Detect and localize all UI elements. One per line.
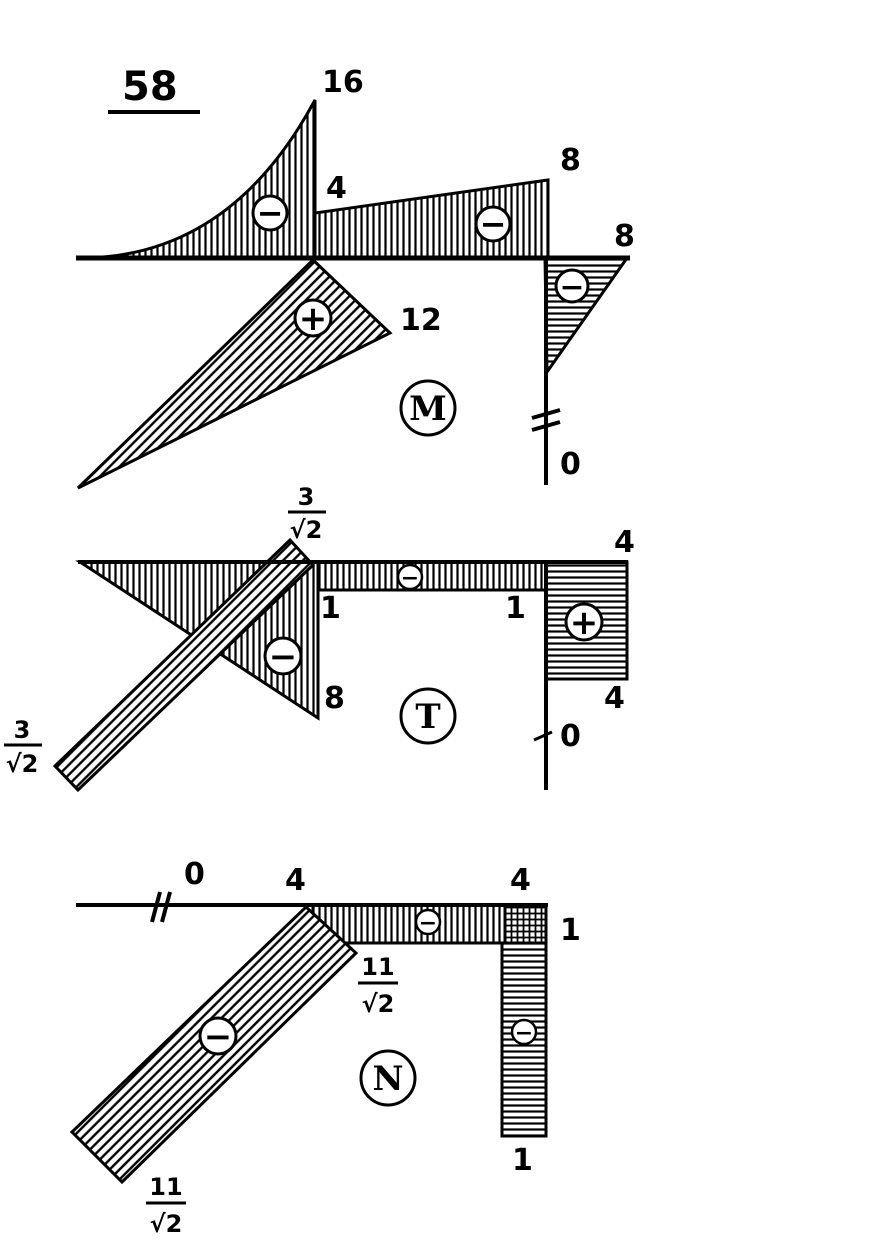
svg-text:√2: √2 xyxy=(362,990,395,1018)
diagram-n: − − − 0 4 4 1 1 11 √2 11 √2 N xyxy=(69,857,581,1238)
t-diagonal-band xyxy=(52,537,316,793)
svg-text:−: − xyxy=(257,194,284,232)
n-corner-block xyxy=(503,903,548,945)
svg-text:N: N xyxy=(372,1059,403,1099)
m-plus-sign: + xyxy=(293,298,333,339)
t-diagram-label: T xyxy=(399,687,457,745)
diagram-m: − − + − 16 4 8 8 12 0 M xyxy=(76,65,635,490)
t-fraction-top: 3 √2 xyxy=(288,483,326,544)
figure-number-text: 58 xyxy=(122,64,178,110)
svg-text:11: 11 xyxy=(361,953,394,981)
m-value-16: 16 xyxy=(322,65,364,100)
m-diagram-label: M xyxy=(399,379,457,437)
m-value-4: 4 xyxy=(326,171,347,206)
n-minus-sign-diagonal: − xyxy=(198,1016,238,1057)
svg-text:M: M xyxy=(409,389,447,429)
t-plus-sign: + xyxy=(564,602,604,643)
n-fraction-upper: 11 √2 xyxy=(358,953,398,1018)
t-value-1-right: 1 xyxy=(505,591,526,626)
m-value-8-top: 8 xyxy=(560,143,581,178)
svg-text:−: − xyxy=(269,637,298,677)
m-minus-sign-2: − xyxy=(474,205,512,243)
n-value-0: 0 xyxy=(184,857,205,892)
m-value-8-right: 8 xyxy=(614,219,635,254)
m-minus-sign-3: − xyxy=(554,268,590,305)
n-value-4-right: 4 xyxy=(510,863,531,898)
figure-number: 58 xyxy=(108,64,200,114)
n-tick-mark xyxy=(160,891,172,923)
svg-text:+: + xyxy=(299,299,328,339)
svg-text:3: 3 xyxy=(298,483,315,511)
svg-text:−: − xyxy=(401,566,419,591)
t-value-4-bottom: 4 xyxy=(604,681,625,716)
t-value-0: 0 xyxy=(560,719,581,754)
t-value-4-top: 4 xyxy=(614,525,635,560)
n-value-1-right: 1 xyxy=(560,913,581,948)
m-value-0: 0 xyxy=(560,447,581,482)
n-fraction-lower: 11 √2 xyxy=(146,1173,186,1238)
m-value-12: 12 xyxy=(400,303,442,338)
m-trapezoid-region xyxy=(313,178,550,260)
m-positive-triangle xyxy=(76,257,393,490)
m-tick-mark xyxy=(531,420,561,432)
n-diagram-label: N xyxy=(359,1049,417,1107)
n-value-4-left: 4 xyxy=(285,863,306,898)
m-minus-sign-1: − xyxy=(251,194,289,232)
m-tick-mark xyxy=(531,408,561,420)
svg-text:√2: √2 xyxy=(6,750,39,778)
t-value-1-left: 1 xyxy=(320,591,341,626)
svg-text:T: T xyxy=(415,697,440,737)
n-tick-mark xyxy=(150,891,162,923)
m-vertical-triangle xyxy=(543,256,630,377)
svg-text:√2: √2 xyxy=(150,1210,183,1238)
t-minus-sign-triangle: − xyxy=(263,636,303,677)
svg-text:√2: √2 xyxy=(290,516,323,544)
svg-text:−: − xyxy=(419,911,437,936)
t-horizontal-strip xyxy=(316,560,548,592)
n-minus-sign-strip: − xyxy=(414,908,442,936)
n-value-1-bottom: 1 xyxy=(512,1143,533,1178)
t-tick-mark xyxy=(533,730,553,742)
m-curve-region xyxy=(79,99,317,260)
svg-text:−: − xyxy=(204,1017,233,1057)
n-minus-sign-vertical: − xyxy=(510,1018,538,1046)
svg-text:3: 3 xyxy=(14,716,31,744)
svg-text:+: + xyxy=(570,603,599,643)
diagram-t: − − + 1 1 4 4 8 0 3 √2 3 √2 T xyxy=(4,483,635,793)
t-minus-sign-strip: − xyxy=(396,563,424,591)
t-value-8: 8 xyxy=(324,681,345,716)
svg-text:−: − xyxy=(559,270,584,305)
t-fraction-bottom: 3 √2 xyxy=(4,716,42,778)
svg-text:11: 11 xyxy=(149,1173,182,1201)
svg-text:−: − xyxy=(480,205,507,243)
svg-text:−: − xyxy=(515,1021,533,1046)
